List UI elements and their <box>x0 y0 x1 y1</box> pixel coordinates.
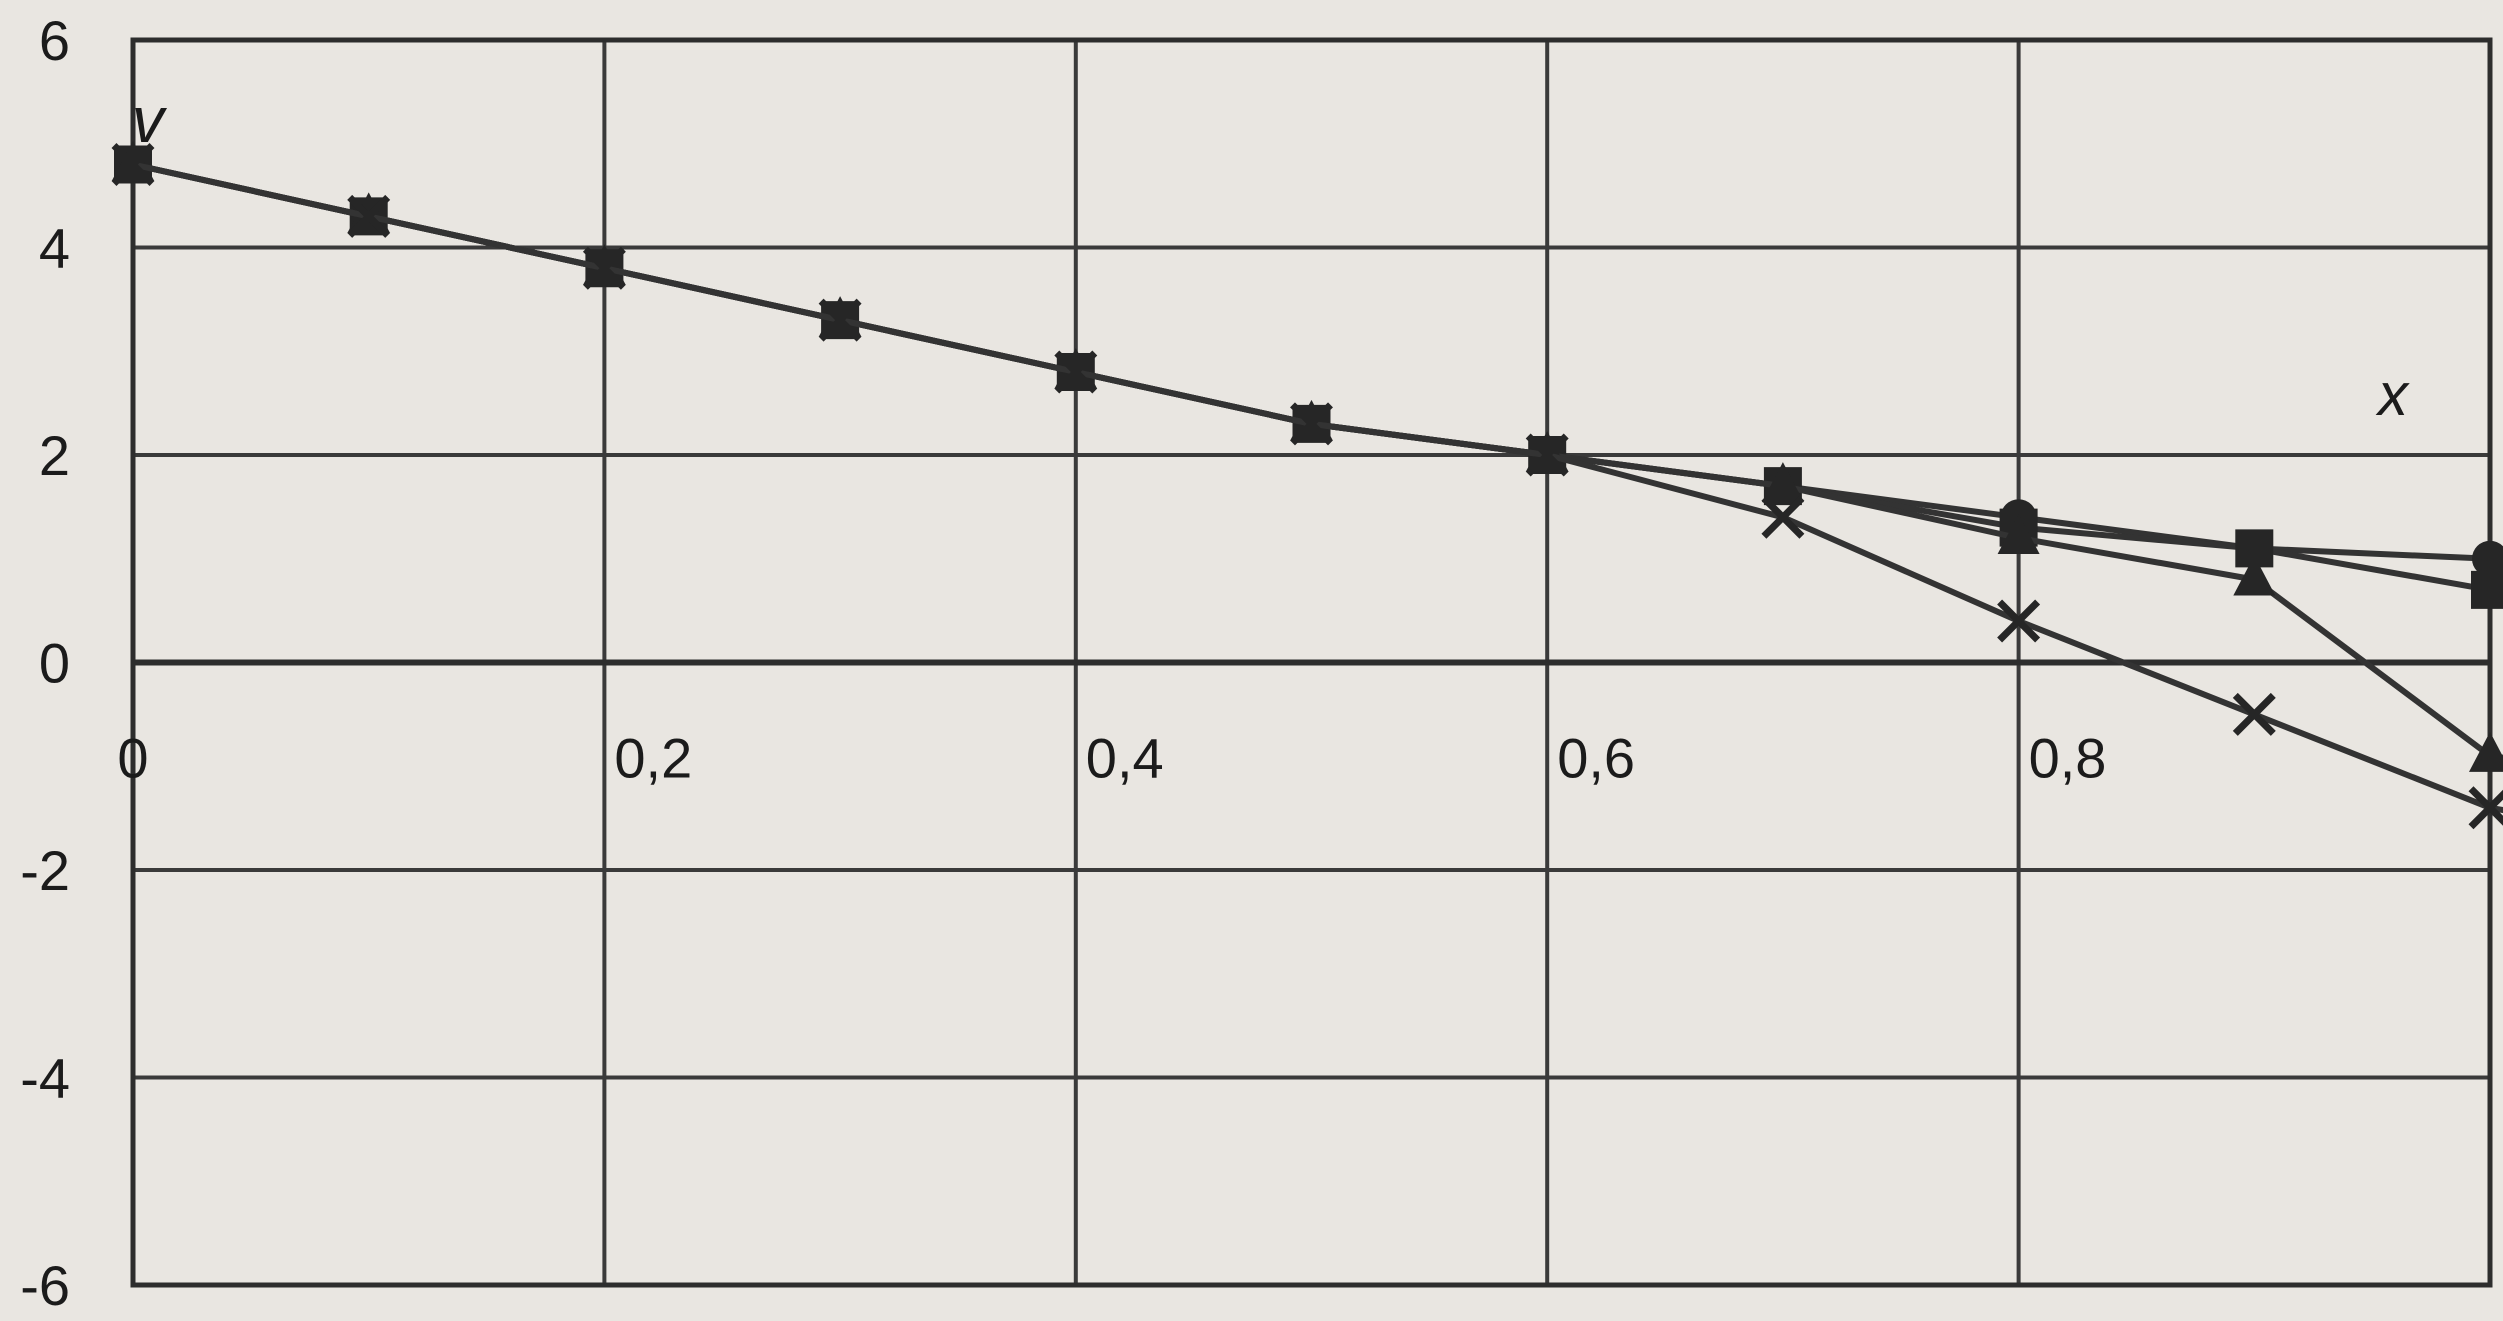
y-tick-label: 6 <box>39 9 70 72</box>
series-square <box>114 145 2503 609</box>
axes: 6 4 2 0 -2 -4 -6 0 0,2 0,4 0,6 0,8 <box>20 9 2493 1317</box>
data-point <box>1761 462 1804 503</box>
y-tick-label: 0 <box>39 632 70 695</box>
data-point <box>1290 402 1333 446</box>
y-tick-label: 4 <box>39 217 70 280</box>
data-point <box>1525 433 1569 477</box>
data-point <box>1054 350 1098 394</box>
data-point <box>582 246 626 290</box>
series-triangle <box>112 140 2503 772</box>
y-tick-label: -6 <box>20 1254 70 1316</box>
data-point <box>2232 692 2276 736</box>
x-tick-label: 0,2 <box>614 727 692 790</box>
series-line <box>132 161 2503 570</box>
data-point <box>1997 514 2040 554</box>
x-tick-label: 0 <box>117 727 148 790</box>
data-point <box>347 194 391 238</box>
x-tick-label: 0,4 <box>1086 727 1164 790</box>
labels: v x <box>132 84 2410 428</box>
series-line <box>132 161 2503 603</box>
data-point <box>2471 570 2503 609</box>
data-point <box>111 143 155 186</box>
x-tick-label: 0,8 <box>2029 727 2107 790</box>
series-line <box>132 161 2503 814</box>
x-axis-label: x <box>2375 361 2410 428</box>
series-circle <box>115 146 2503 577</box>
data-point <box>2233 555 2276 596</box>
series-cross <box>111 143 2503 830</box>
data-point <box>818 298 862 342</box>
data-point <box>1997 599 2041 643</box>
y-axis-label: v <box>132 84 168 156</box>
y-tick-label: 2 <box>39 424 70 487</box>
y-tick-label: -4 <box>20 1047 70 1110</box>
data-point <box>2472 540 2503 577</box>
x-tick-label: 0,6 <box>1557 727 1635 790</box>
y-tick-label: -2 <box>20 839 70 902</box>
series-group <box>111 140 2503 830</box>
series-line <box>132 161 2503 761</box>
data-point <box>1761 495 1805 539</box>
data-point <box>2469 731 2503 772</box>
